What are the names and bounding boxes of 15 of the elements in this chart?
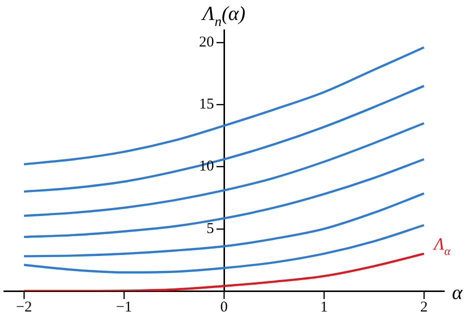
y-tick-label: 20 <box>199 34 214 50</box>
x-tick-label: 1 <box>320 299 328 315</box>
y-tick-label: 15 <box>199 96 214 113</box>
y-tick-label: 5 <box>206 220 214 237</box>
x-tick-label: −2 <box>16 299 32 315</box>
x-axis-title: α <box>452 282 463 304</box>
line-series <box>22 252 426 291</box>
x-tick-label: 2 <box>420 299 428 315</box>
line-series <box>22 122 426 217</box>
x-tick-label: 0 <box>220 299 228 315</box>
line-series <box>22 224 426 274</box>
line-series <box>22 84 426 193</box>
line-series <box>22 158 426 238</box>
line-series <box>22 192 426 258</box>
x-tick-label: −1 <box>116 299 132 315</box>
